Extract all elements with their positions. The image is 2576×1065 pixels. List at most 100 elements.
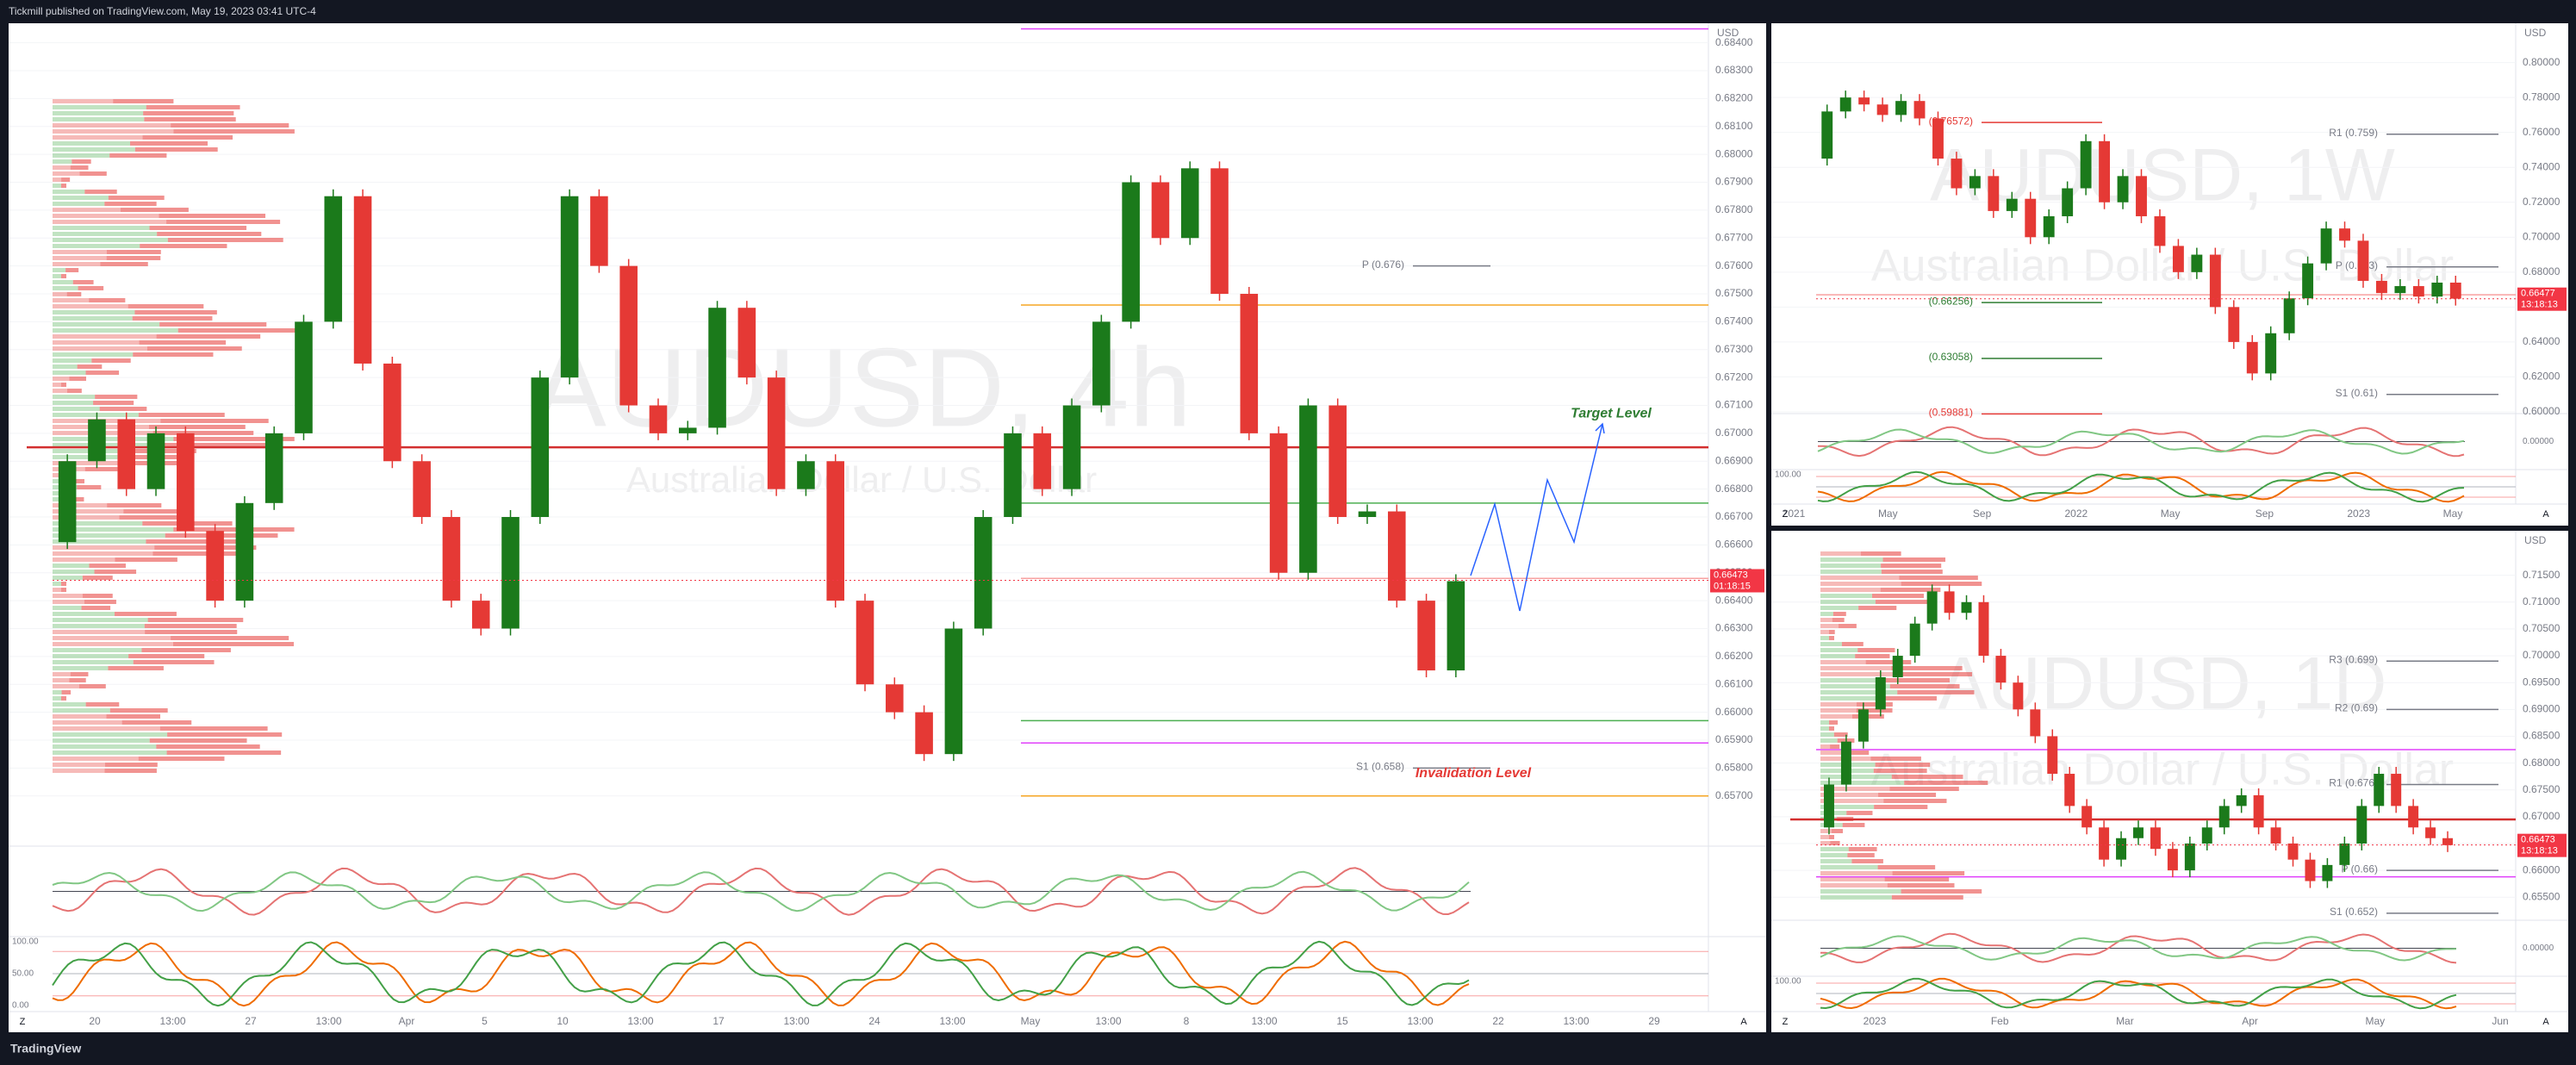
volume-profile-bar [1856, 702, 1893, 707]
candle-body [1240, 294, 1259, 433]
candle-body [1951, 159, 1963, 189]
volume-profile-bar [53, 473, 61, 477]
candle-body [324, 196, 343, 322]
candle-body [1876, 104, 1888, 115]
candle-body [2209, 254, 2221, 308]
candle-body [2357, 240, 2369, 281]
oscillator-line [52, 940, 1470, 1007]
candle-body [2081, 806, 2093, 828]
volume-profile-bar [1820, 570, 1882, 574]
volume-profile-bar [173, 437, 295, 441]
y-tick-label: 0.66400 [1715, 594, 1753, 606]
volume-profile-bar [61, 178, 71, 182]
y-tick-label: 0.66800 [1715, 483, 1753, 495]
oscillator-line [1820, 977, 2457, 1010]
volume-profile-bar [167, 732, 283, 737]
candle-body [2431, 282, 2443, 297]
y-tick-label: 0.66300 [1715, 622, 1753, 634]
zoom-button[interactable]: Z [20, 1017, 26, 1027]
candle-body [2136, 176, 2147, 216]
y-tick-label: 0.66600 [1715, 539, 1753, 551]
candle-body [2236, 794, 2247, 807]
candle-body [2099, 140, 2111, 202]
candle-body [2025, 198, 2037, 238]
zoom-button[interactable]: Z [1783, 509, 1789, 520]
candle-body [146, 433, 165, 489]
volume-profile-bar [146, 346, 242, 351]
candle-body [1875, 676, 1886, 710]
volume-profile-bar [85, 371, 120, 375]
volume-profile-bar [1820, 835, 1829, 839]
zoom-button[interactable]: Z [1783, 1017, 1789, 1027]
volume-profile-bar [70, 165, 89, 170]
x-tick-label: Mar [2116, 1015, 2134, 1027]
volume-profile-bar [106, 250, 161, 254]
volume-profile-bar [53, 413, 139, 417]
volume-profile-bar [108, 666, 164, 670]
currency-label: USD [2524, 534, 2547, 546]
volume-profile-bar [61, 274, 66, 278]
volume-profile-bar [134, 147, 218, 152]
volume-profile-bar [141, 648, 231, 652]
volume-profile-bar [1820, 588, 1881, 592]
candle-body [678, 427, 697, 433]
volume-profile-bar [1820, 564, 1882, 568]
symbol-watermark: AUDUSD, 1W [1930, 134, 2395, 217]
volume-profile-bar [1820, 606, 1859, 610]
volume-profile-bar [53, 588, 61, 592]
volume-profile-bar [53, 509, 124, 514]
volume-profile-bar [1838, 624, 1857, 628]
volume-profile-bar [120, 208, 189, 212]
last-price-badge [2517, 833, 2567, 857]
volume-profile-bar [53, 769, 105, 773]
volume-profile-bar [53, 322, 160, 327]
candle-body [2449, 282, 2461, 299]
x-tick-label: May [2443, 508, 2463, 520]
volume-profile-bar [1846, 811, 1873, 815]
candle-body [886, 684, 904, 713]
volume-profile-bar [1820, 781, 1905, 785]
candle-body [2184, 843, 2195, 871]
volume-profile-bar [53, 708, 110, 713]
volume-profile-bar [1860, 551, 1901, 556]
volume-profile-bar [1896, 672, 1973, 676]
volume-profile-bar [1820, 732, 1834, 737]
x-tick-label: 27 [245, 1015, 257, 1027]
volume-profile-bar [1848, 847, 1877, 851]
volume-profile-bar [142, 135, 233, 140]
symbol-watermark: AUDUSD, 1D [1938, 643, 2387, 726]
volume-profile-bar [1820, 594, 1873, 598]
volume-profile-bar [53, 147, 135, 152]
volume-profile-bar [53, 220, 167, 224]
candle-body [1969, 176, 1981, 189]
volume-profile-bar [1820, 871, 1893, 875]
volume-profile-bar [72, 280, 94, 284]
countdown: 13:18:13 [2521, 300, 2558, 310]
volume-profile-bar [1858, 606, 1897, 610]
candle-body [1210, 168, 1229, 295]
volume-profile-bar [100, 262, 148, 266]
y-tick-label: 0.66900 [1715, 454, 1753, 466]
footer-logo[interactable]: TradingView [10, 1042, 81, 1056]
candle-body [1995, 656, 2007, 683]
volume-profile-bar [53, 684, 79, 688]
auto-scale-button[interactable]: A [1740, 1017, 1747, 1027]
volume-profile-bar [53, 117, 145, 121]
volume-profile-bar [1829, 726, 1834, 731]
auto-scale-button[interactable]: A [2542, 1017, 2549, 1027]
volume-profile-bar [1820, 841, 1831, 845]
volume-profile-bar [1820, 877, 1885, 881]
volume-profile-bar [53, 232, 158, 236]
volume-profile-bar [1820, 865, 1878, 869]
volume-profile-bar [53, 364, 78, 369]
volume-profile-bar [53, 612, 115, 616]
volume-profile-bar [72, 159, 91, 164]
volume-profile-bar [1820, 690, 1898, 694]
volume-profile-bar [84, 467, 118, 471]
auto-scale-button[interactable]: A [2542, 509, 2549, 520]
candle-body [58, 461, 77, 543]
volume-profile-bar [1878, 793, 1937, 797]
volume-profile-bar [171, 636, 289, 640]
volume-profile-bar [114, 612, 177, 616]
